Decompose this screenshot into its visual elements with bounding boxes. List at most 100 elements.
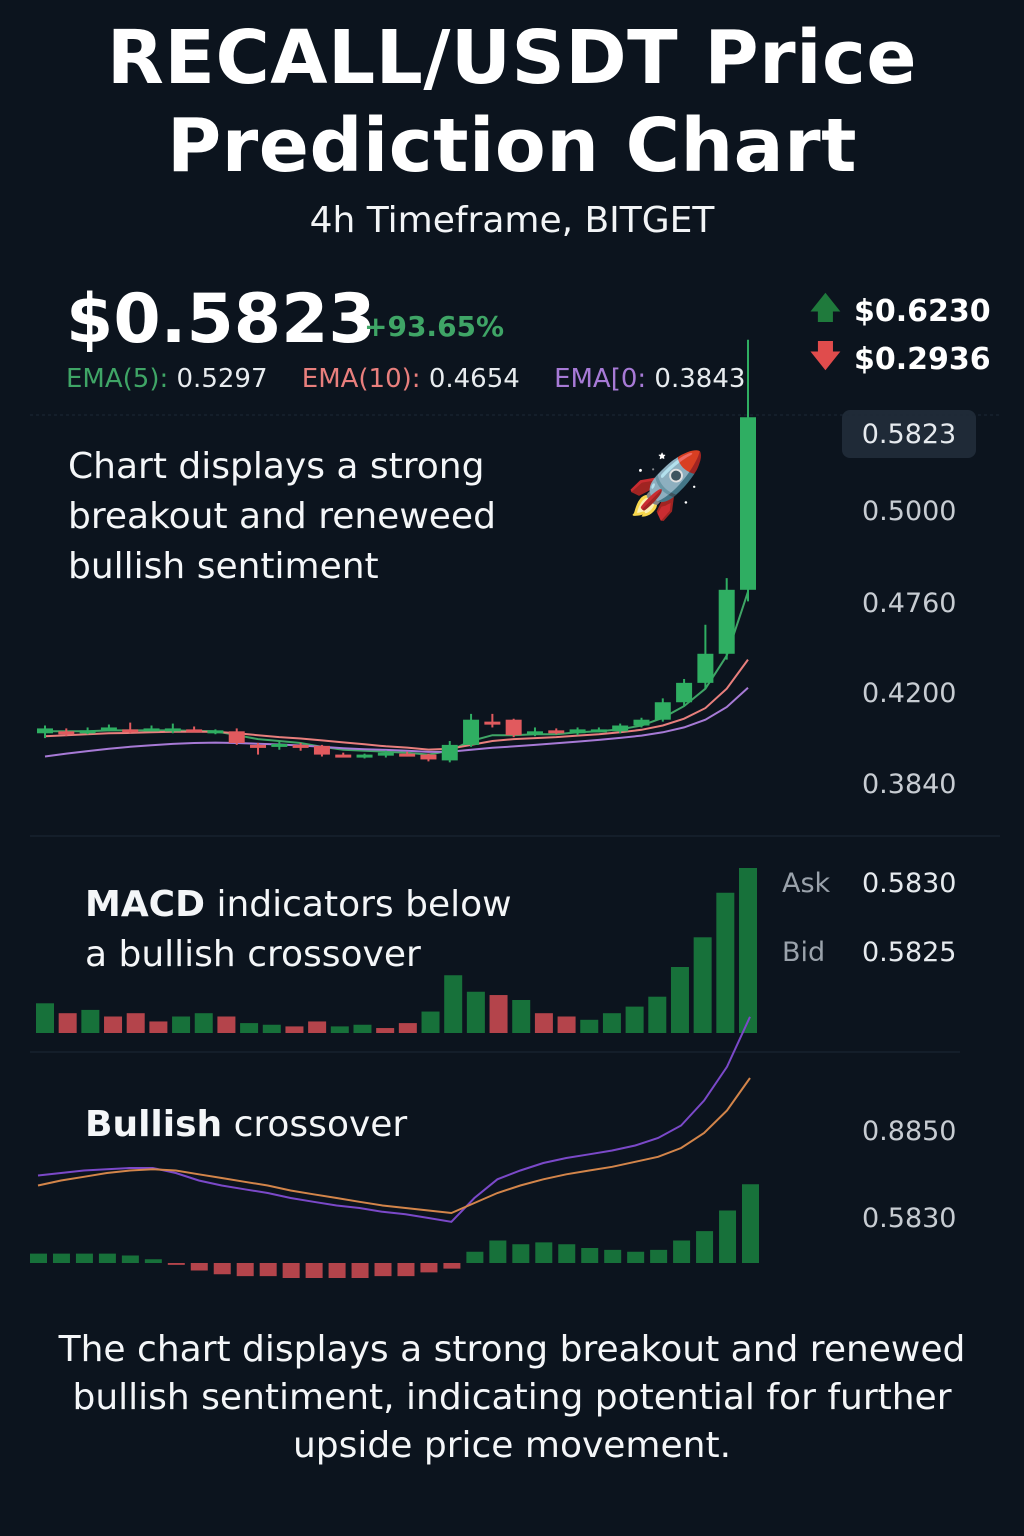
candle-body <box>441 744 458 761</box>
candle-body <box>548 730 565 734</box>
crossover-histogram-bar <box>190 1263 208 1271</box>
macd-histogram-bar <box>557 1016 576 1033</box>
macd-histogram-bar <box>353 1024 372 1033</box>
rocket-icon: 🚀 <box>626 449 706 523</box>
bid-label: Bid <box>782 937 826 968</box>
macd-annotation-bold: MACD <box>85 884 205 925</box>
footer-line: The chart displays a strong breakout and… <box>58 1329 966 1370</box>
candle-body <box>420 754 437 760</box>
ema-line-1 <box>45 591 749 756</box>
ask-label: Ask <box>782 868 831 899</box>
macd-histogram-bar <box>739 868 757 1033</box>
title-line-2: Prediction Chart <box>167 103 857 189</box>
crossover-histogram-bar <box>512 1244 530 1263</box>
crossover-histogram-bar <box>213 1263 231 1275</box>
crossover-histogram-bar <box>535 1242 553 1263</box>
candle-body <box>463 719 480 745</box>
crossover-histogram-bar <box>604 1249 622 1263</box>
candle-body <box>100 727 117 731</box>
price-axis-tick: 0.3840 <box>862 769 957 800</box>
crossover-annotation: Bullish crossover <box>85 1100 407 1150</box>
bid-value: 0.5825 <box>862 937 957 968</box>
candle-body <box>250 744 267 748</box>
macd-histogram-bar <box>512 1000 531 1033</box>
macd-histogram-bar <box>670 967 689 1033</box>
macd-histogram-bar <box>716 892 735 1033</box>
macd-annotation: MACD indicators below a bullish crossove… <box>85 880 512 980</box>
crossover-histogram-bar <box>581 1248 599 1263</box>
crossover-histogram-bar <box>420 1263 438 1273</box>
ema10-legend: EMA(10): 0.4654 <box>302 364 520 394</box>
candle-body <box>207 730 224 734</box>
macd-histogram-bar <box>149 1021 168 1033</box>
candle-body <box>676 682 693 703</box>
timeframe-subtitle: 4h Timeframe, BITGET <box>309 200 715 241</box>
price-axis-tick: 0.5000 <box>862 496 957 527</box>
macd-histogram-bar <box>376 1028 395 1033</box>
arrow-up-icon: 🡅 <box>810 291 841 326</box>
macd-histogram-bar <box>693 937 712 1033</box>
arrow-down-icon: 🡇 <box>810 339 841 374</box>
candle-body <box>590 729 607 733</box>
crossover-histogram-bar <box>30 1253 47 1263</box>
candle-body <box>399 753 416 757</box>
crossover-histogram-bar <box>374 1263 392 1277</box>
crossover-histogram-bar <box>351 1263 369 1278</box>
macd-line <box>37 1016 751 1223</box>
candle-body <box>313 745 330 755</box>
ema-line-2 <box>44 659 749 751</box>
candle-body <box>37 728 53 734</box>
candle-body <box>718 589 735 654</box>
main-annotation-line: bullish sentiment <box>68 546 379 587</box>
candle-body <box>164 728 181 732</box>
candle-body <box>186 729 203 733</box>
ema-line-3 <box>44 686 749 758</box>
price-axis-tick: 0.4200 <box>862 678 957 709</box>
macd-histogram-bar <box>285 1026 304 1033</box>
macd-histogram-bar <box>36 1003 54 1033</box>
price-change: +93.65% <box>364 310 505 343</box>
ema20-legend: EMA[0: 0.3843 <box>554 364 745 394</box>
crossover-histogram-bar <box>236 1263 254 1277</box>
current-price-tag: 0.5823 <box>842 410 976 458</box>
candle-body <box>228 731 245 743</box>
candle-body <box>484 721 501 725</box>
candle-body <box>335 754 352 758</box>
main-annotation-line: Chart displays a strong <box>68 446 485 487</box>
crossover-histogram-bar <box>167 1263 185 1265</box>
crossover-histogram-bar <box>397 1263 415 1277</box>
crossover-histogram-bar <box>558 1244 576 1263</box>
macd-histogram-bar <box>648 996 667 1033</box>
candle-body <box>526 731 543 735</box>
crossover-histogram-bar <box>742 1184 759 1263</box>
crossover-histogram-bar <box>443 1263 461 1269</box>
footer-line: upside price movement. <box>292 1425 732 1466</box>
ema10-label: EMA(10): <box>301 364 421 394</box>
macd-histogram-bar <box>444 975 463 1033</box>
ema5-value: 0.5297 <box>176 364 268 394</box>
macd-histogram-bar <box>81 1009 100 1033</box>
current-price: $0.5823 <box>66 280 376 359</box>
macd-histogram-bar <box>466 991 485 1033</box>
page-title: RECALL/USDT Price Prediction Chart <box>0 14 1024 190</box>
crossover-histogram-bar <box>52 1253 70 1263</box>
crossover-histogram-bar <box>627 1251 645 1263</box>
macd-histogram-bar <box>217 1016 236 1033</box>
macd-histogram-bar <box>194 1013 213 1033</box>
crossover-histogram-bar <box>328 1263 346 1278</box>
macd-histogram-bar <box>625 1006 644 1033</box>
macd-histogram-bar <box>489 995 508 1033</box>
candle-body <box>271 743 288 747</box>
candle-body <box>612 725 629 732</box>
candle-body <box>377 752 394 756</box>
crossover-histogram-bar <box>466 1251 484 1263</box>
crossover-histogram-bar <box>121 1255 139 1263</box>
macd-histogram-bar <box>58 1013 77 1033</box>
candle-body <box>58 731 75 735</box>
ema20-value: 0.3843 <box>654 364 746 394</box>
candle-body <box>79 730 96 734</box>
candle-body <box>697 653 714 683</box>
macd-annotation-line-1: MACD indicators below <box>85 880 512 930</box>
macd-histogram-bar <box>172 1016 191 1033</box>
